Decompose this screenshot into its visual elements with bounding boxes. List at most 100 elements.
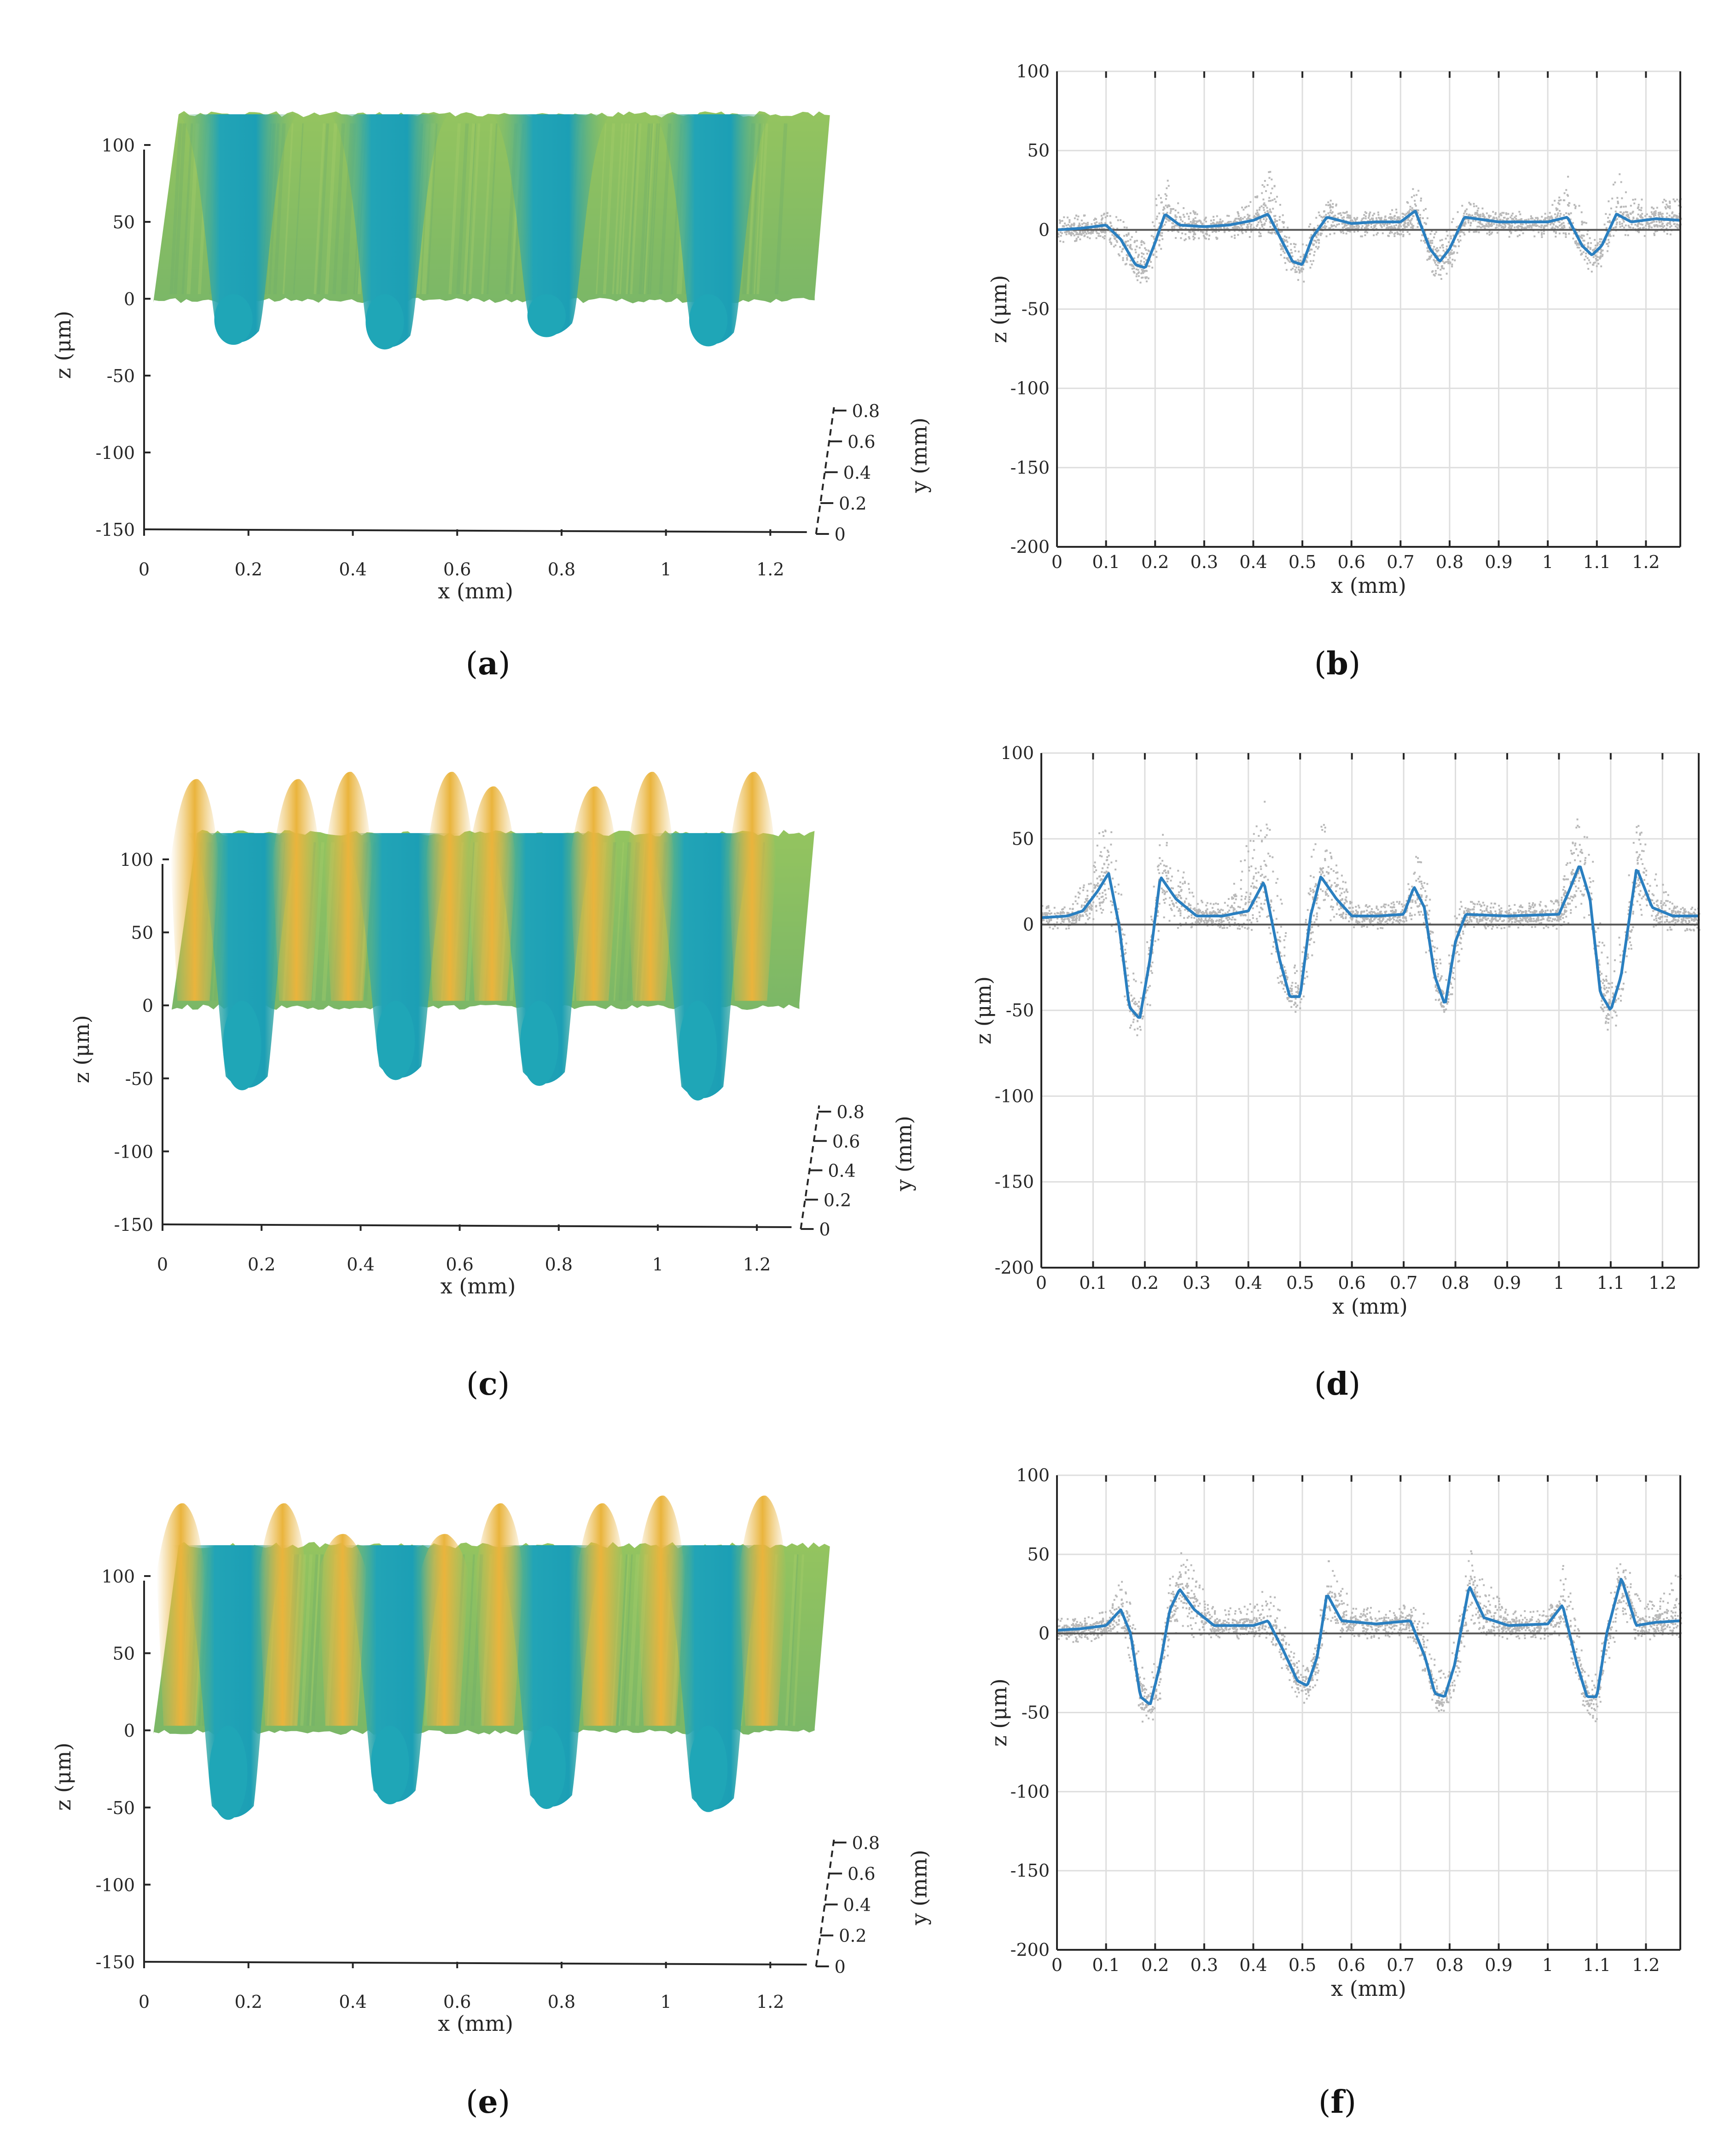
surface-striation (181, 123, 193, 295)
scatter-point (1177, 212, 1179, 214)
scatter-point (1242, 232, 1244, 234)
scatter-point (1657, 922, 1660, 924)
y-tick-label: 0 (819, 1219, 830, 1240)
scatter-point (1200, 221, 1202, 224)
scatter-point (1602, 1009, 1604, 1011)
scatter-point (1504, 225, 1507, 227)
scatter-point (1574, 240, 1576, 243)
scatter-point (1409, 220, 1411, 222)
scatter-point (1231, 916, 1234, 918)
scatter-point (1312, 915, 1315, 917)
scatter-point (1152, 253, 1155, 255)
scatter-point (1666, 212, 1668, 214)
scatter-point (1491, 232, 1493, 234)
scatter-point (1663, 230, 1666, 232)
scatter-point (1637, 856, 1640, 858)
scatter-point (1240, 888, 1242, 890)
scatter-point (1200, 911, 1202, 914)
scatter-point (1607, 217, 1609, 219)
scatter-point (1134, 240, 1136, 242)
scatter-point (1094, 222, 1096, 224)
scatter-point (1250, 865, 1253, 868)
scatter-point (1622, 988, 1624, 990)
scatter-point (1291, 252, 1293, 254)
scatter-point (1569, 218, 1572, 220)
scatter-point (1250, 218, 1252, 220)
scatter-point (1596, 265, 1598, 267)
scatter-point (1437, 267, 1439, 269)
scatter-point (1197, 909, 1200, 911)
scatter-point (1621, 218, 1624, 220)
x-tick-label: 0.8 (1436, 552, 1463, 572)
scatter-point (1123, 235, 1126, 237)
scatter-point (1375, 916, 1377, 919)
groove (491, 114, 611, 335)
scatter-point (1677, 228, 1679, 230)
scatter-point (1519, 225, 1521, 227)
scatter-point (1308, 249, 1311, 252)
scatter-point (1159, 234, 1161, 237)
scatter-point (1482, 214, 1485, 216)
scatter-point (1589, 261, 1591, 264)
scatter-point (1240, 225, 1242, 227)
scatter-point (1341, 875, 1343, 877)
scatter-point (1095, 905, 1097, 907)
scatter-point (1505, 911, 1508, 914)
scatter-point (1141, 277, 1143, 279)
scatter-point (1655, 900, 1658, 903)
scatter-point (1651, 213, 1654, 215)
scatter-point (1078, 917, 1080, 920)
y-tick-label: 100 (1016, 61, 1050, 81)
scatter-point (1266, 834, 1268, 836)
ridge (272, 779, 321, 1001)
scatter-point (1101, 227, 1103, 229)
scatter-point (1477, 221, 1480, 223)
scatter-point (1143, 261, 1145, 263)
scatter-point (1370, 918, 1372, 921)
scatter-point (1428, 251, 1430, 253)
x-tick-label: 0 (139, 559, 150, 580)
scatter-point (1353, 226, 1356, 228)
scatter-point (1408, 894, 1410, 897)
scatter-point (1285, 269, 1288, 271)
scatter-point (1533, 224, 1536, 226)
ridge (324, 771, 372, 1001)
scatter-point (1194, 233, 1196, 235)
scatter-point (1558, 197, 1561, 199)
scatter-point (1481, 207, 1484, 209)
scatter-point (1246, 919, 1248, 921)
scatter-point (1432, 248, 1434, 250)
scatter-point (1128, 991, 1130, 994)
scatter-point (1605, 227, 1608, 229)
scatter-point (1358, 226, 1360, 228)
scatter-point (1661, 223, 1663, 226)
scatter-point (1217, 226, 1219, 228)
scatter-point (1569, 227, 1572, 230)
scatter-point (1417, 911, 1420, 914)
scatter-point (1470, 920, 1473, 922)
scatter-point (1393, 235, 1396, 238)
scatter-point (1543, 226, 1545, 228)
scatter-point (1478, 214, 1480, 216)
scatter-point (1519, 922, 1521, 924)
scatter-point (1665, 900, 1667, 902)
scatter-point (1668, 200, 1671, 203)
scatter-point (1112, 877, 1114, 880)
scatter-point (1318, 871, 1321, 873)
scatter-point (1417, 209, 1419, 211)
scatter-point (1629, 930, 1631, 933)
scatter-point (1446, 261, 1448, 263)
scatter-point (1649, 226, 1651, 228)
scatter-point (1666, 222, 1669, 225)
scatter-point (1660, 213, 1662, 215)
scatter-point (1216, 237, 1219, 239)
scatter-point (1431, 239, 1434, 242)
scatter-point (1520, 223, 1522, 225)
scatter-point (1190, 212, 1192, 214)
scatter-point (1290, 243, 1292, 245)
panel-d-profile-chart: 0 0.1 0.2 0.3 0.4 0.5 0.6 0.7 0.8 0.9 1 1.1 1.210050… (971, 743, 1701, 1319)
scatter-point (1451, 221, 1453, 223)
scatter-point (1377, 211, 1379, 214)
scatter-point (1177, 231, 1179, 233)
scatter-point (1226, 227, 1228, 229)
